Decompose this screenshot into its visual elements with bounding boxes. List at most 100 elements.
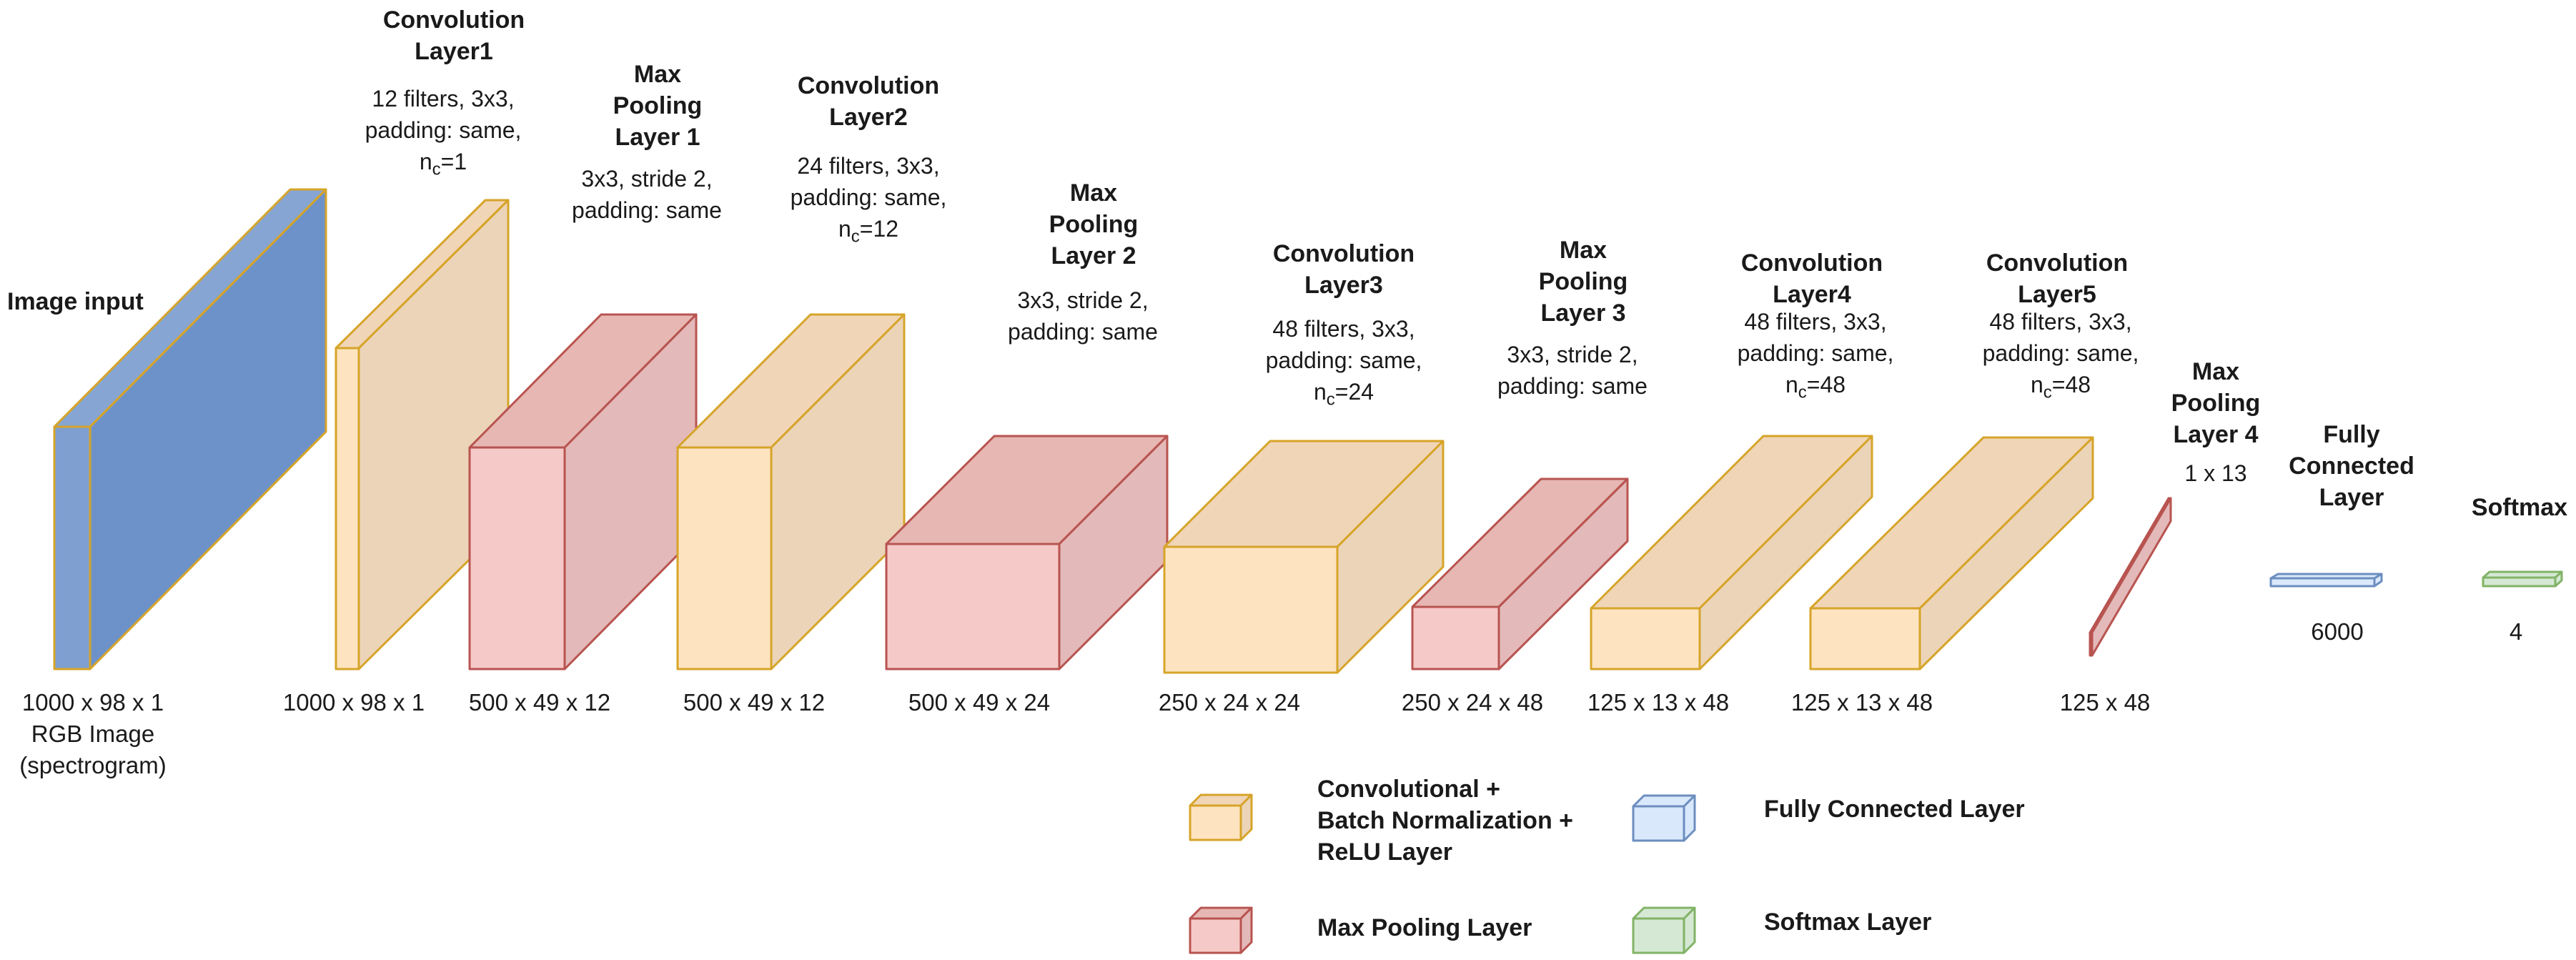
layer-title-line: Convolution <box>382 6 525 34</box>
legend-fc-swatch <box>1632 794 1696 842</box>
conv-layer-3-title: Convolution Layer3 <box>1247 238 1440 301</box>
layer-desc-line: padding: same, <box>1737 340 1894 366</box>
image-input-title: Image input <box>7 288 144 315</box>
conv-layer-1-title: Convolution Layer1 <box>357 4 550 67</box>
layer-desc-line: 12 filters, 3x3, <box>372 86 515 112</box>
layer-title-line: Convolution <box>1740 249 1883 277</box>
layer-desc-line: padding: same <box>572 197 722 223</box>
conv-layer-3-dim: 250 x 24 x 24 <box>1158 689 1301 716</box>
layer-desc-line: padding: same, <box>1982 340 2139 366</box>
pool-layer-3-dim: 250 x 24 x 48 <box>1401 689 1544 716</box>
conv-layer-5-block <box>1809 436 2094 670</box>
legend-pool-swatch <box>1189 906 1253 954</box>
layer-title-line: Pooling <box>1538 268 1628 295</box>
legend-fc-swatch-front <box>1632 805 1685 842</box>
pool-layer-1-front <box>468 446 566 670</box>
legend-conv-swatch <box>1189 793 1253 841</box>
layer-desc-line: 48 filters, 3x3, <box>1989 309 2132 335</box>
legend-softmax-swatch <box>1632 906 1696 954</box>
layer-desc-line: padding: same <box>1497 373 1648 399</box>
conv-layer-2-block <box>676 313 906 670</box>
layer-desc-line: 24 filters, 3x3, <box>797 153 940 179</box>
conv-layer-1-desc: 12 filters, 3x3, padding: same, nc=1 <box>343 83 543 185</box>
layer-title-line: Layer5 <box>2018 281 2096 308</box>
legend-fc-label: Fully Connected Layer <box>1764 796 2025 823</box>
legend-conv-swatch-front <box>1189 804 1242 841</box>
input-block <box>53 188 327 670</box>
softmax-dim: 4 <box>2509 618 2523 645</box>
conv-layer-5-dim: 125 x 13 x 48 <box>1790 689 1933 716</box>
pool-layer-4-front <box>2089 631 2094 657</box>
pool-layer-3-block <box>1411 477 1629 670</box>
conv-layer-2-front <box>676 446 773 670</box>
conv-layer-3-front <box>1163 545 1339 674</box>
conv-layer-4-desc: 48 filters, 3x3, padding: same, nc=48 <box>1715 306 1916 408</box>
pool-layer-2-desc: 3x3, stride 2, padding: same <box>986 284 1179 347</box>
layer-title-line: Layer 1 <box>615 124 700 151</box>
legend-pool-label: Max Pooling Layer <box>1317 914 1532 941</box>
layer-desc-line: padding: same <box>1008 319 1158 345</box>
layer-title-line: Max <box>1069 179 1118 207</box>
layer-title-line: Convolution <box>797 72 940 99</box>
pool-layer-4-title: Max Pooling Layer 4 <box>2159 356 2273 450</box>
softmax-title: Softmax <box>2466 492 2573 523</box>
layer-desc-line: padding: same, <box>790 184 947 210</box>
layer-title-line: Pooling <box>2171 390 2261 417</box>
layer-desc-line: 1 x 13 <box>2184 460 2247 486</box>
pool-layer-2-title: Max Pooling Layer 2 <box>1022 177 1165 272</box>
conv-layer-2-title: Convolution Layer2 <box>772 70 965 133</box>
layer-title-line: Pooling <box>613 92 703 119</box>
layer-desc-line: 3x3, stride 2, <box>1017 287 1149 313</box>
conv-layer-1-dim: 1000 x 98 x 1 <box>282 689 425 716</box>
layer-title-line: Fully <box>2323 421 2380 448</box>
fully-connected-title: Fully Connected Layer <box>2280 419 2423 513</box>
pool-layer-4-side <box>2091 497 2172 657</box>
conv-layer-5-desc: 48 filters, 3x3, padding: same, nc=48 <box>1961 306 2161 408</box>
conv-layer-2-desc: 24 filters, 3x3, padding: same, nc=12 <box>772 150 965 252</box>
layer-title-line: Max <box>2191 358 2240 385</box>
layer-desc-line: nc=48 <box>2030 372 2091 402</box>
layer-title-line: Layer 4 <box>2173 421 2259 448</box>
layer-title-line: Softmax <box>2471 494 2568 521</box>
image-input-dim-line: RGB Image <box>31 721 155 747</box>
layer-title-line: Layer4 <box>1773 281 1851 308</box>
legend-conv-label: Convolutional + Batch Normalization + Re… <box>1317 773 1573 868</box>
conv-layer-4-title: Convolution Layer4 <box>1715 247 1908 310</box>
layer-title-line: Max <box>1559 237 1607 264</box>
conv-layer-5-title: Convolution Layer5 <box>1961 247 2154 310</box>
fully-connected-dim: 6000 <box>2311 618 2364 645</box>
layer-desc-line: nc=1 <box>419 149 467 179</box>
conv-layer-3-block <box>1163 440 1445 674</box>
layer-desc-line: 48 filters, 3x3, <box>1272 316 1415 342</box>
legend-softmax-label: Softmax Layer <box>1764 909 1932 936</box>
fully-connected-front <box>2269 577 2376 588</box>
layer-title-line: Convolution <box>1986 249 2129 277</box>
conv-layer-3-desc: 48 filters, 3x3, padding: same, nc=24 <box>1244 313 1444 415</box>
layer-title-line: Layer1 <box>415 38 493 65</box>
pool-layer-4-block <box>2089 497 2172 657</box>
pool-layer-1-desc: 3x3, stride 2, padding: same <box>550 163 743 226</box>
layer-desc-line: 3x3, stride 2, <box>1507 342 1638 367</box>
layer-title-line: Connected <box>2289 452 2414 480</box>
layer-title-line: Pooling <box>1049 211 1139 238</box>
softmax-block <box>2482 570 2563 588</box>
conv-layer-1-front <box>335 347 360 670</box>
layer-title-line: Convolution <box>1272 240 1415 267</box>
softmax-front <box>2482 576 2557 588</box>
layer-desc-line: padding: same, <box>1265 347 1422 373</box>
legend-conv-label-line: ReLU Layer <box>1317 838 1452 866</box>
layer-desc-line: padding: same, <box>365 117 522 143</box>
image-input-dims: 1000 x 98 x 1 RGB Image (spectrogram) <box>7 687 179 781</box>
legend-conv-label-line: Convolutional + <box>1317 776 1500 803</box>
image-input-dim-line: (spectrogram) <box>19 752 167 778</box>
layer-title-line: Layer <box>2319 484 2384 511</box>
image-input-dim-line: 1000 x 98 x 1 <box>21 689 164 716</box>
conv-layer-2-dim: 500 x 49 x 12 <box>683 689 826 716</box>
layer-desc-line: nc=12 <box>838 216 899 247</box>
pool-layer-4-desc: 1 x 13 <box>2159 457 2273 489</box>
fully-connected-block <box>2269 573 2383 588</box>
layer-desc-line: 3x3, stride 2, <box>581 166 713 192</box>
pool-layer-3-front <box>1411 605 1500 670</box>
layer-desc-line: nc=48 <box>1785 372 1846 402</box>
pool-layer-2-block <box>885 435 1169 670</box>
